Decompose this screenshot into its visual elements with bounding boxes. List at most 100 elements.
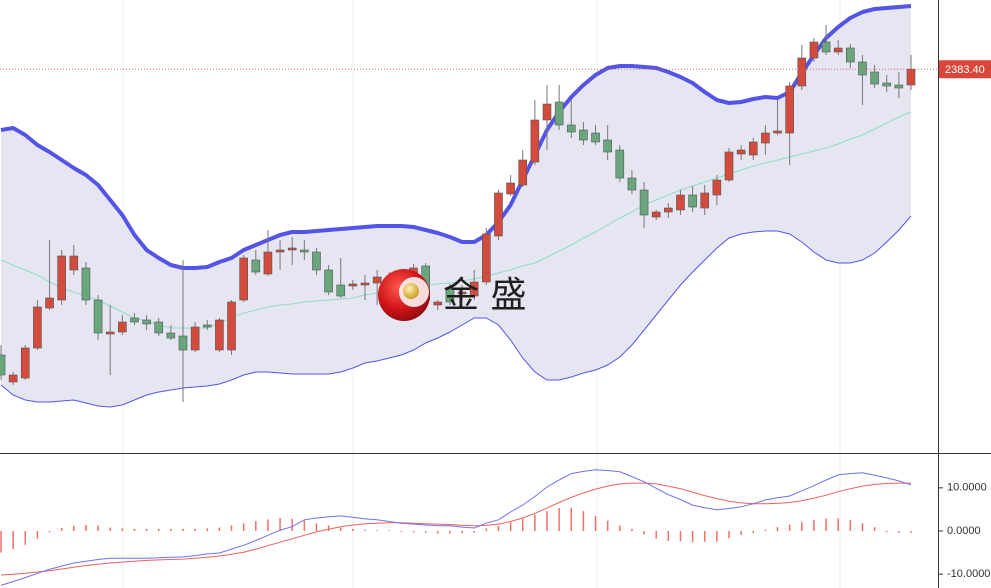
candle-body <box>433 301 443 306</box>
candle-body <box>324 269 333 293</box>
candle-body <box>773 130 782 134</box>
candle-body <box>724 151 734 181</box>
macd-line <box>0 469 912 586</box>
candle-body <box>554 101 564 126</box>
candle-body <box>130 317 139 323</box>
histogram-bar <box>740 531 742 535</box>
candle-body <box>615 149 625 179</box>
candle-body <box>348 283 358 287</box>
histogram-bar <box>60 527 63 531</box>
histogram-bar <box>291 518 293 531</box>
candle-body <box>263 251 273 275</box>
candle-body <box>906 68 916 86</box>
histogram-bar <box>449 531 451 534</box>
candle-body <box>627 177 637 191</box>
histogram-bar <box>752 531 755 534</box>
candle-body <box>336 284 346 297</box>
candle-body <box>858 61 867 76</box>
histogram-bar <box>485 528 488 531</box>
candle-body <box>797 57 807 87</box>
histogram-bar <box>716 531 718 542</box>
histogram-bar <box>315 523 318 531</box>
histogram-bar <box>509 522 512 531</box>
upper-band <box>0 4 912 270</box>
candle-body <box>469 281 479 297</box>
candle-body <box>748 141 758 156</box>
candle-body <box>566 124 576 133</box>
histogram-bar <box>788 524 791 531</box>
histogram-bar <box>121 528 124 531</box>
candle-body <box>105 331 115 335</box>
candle-body <box>445 287 455 303</box>
histogram-bar <box>643 531 645 535</box>
histogram-bar <box>182 528 184 531</box>
histogram-bar <box>170 528 172 531</box>
candle-body <box>275 249 285 253</box>
histogram-bar <box>388 530 391 531</box>
histogram-bar <box>837 518 839 531</box>
candle-body <box>542 103 552 121</box>
candle-body <box>712 179 722 196</box>
candle-body <box>846 47 855 63</box>
candle-body <box>506 182 515 195</box>
candle-body <box>0 354 6 376</box>
candle-body <box>33 306 42 349</box>
histogram-bar <box>267 519 269 531</box>
candle-body <box>227 301 236 351</box>
candle-body <box>190 326 200 351</box>
candle-body <box>494 192 503 237</box>
candle-body <box>736 149 746 155</box>
histogram-bar <box>24 531 27 545</box>
histogram-bar <box>631 528 633 531</box>
histogram-bar <box>849 519 852 531</box>
candle-body <box>833 47 843 53</box>
histogram-bar <box>412 531 415 533</box>
candle-body <box>603 139 612 153</box>
last-price-label: 2383.40 <box>945 64 985 76</box>
histogram-bar <box>461 531 463 534</box>
watermark: 金 盛 <box>378 269 526 321</box>
candle-body <box>821 41 831 53</box>
candle-body <box>809 41 819 59</box>
histogram-bar <box>424 531 427 533</box>
histogram-bar <box>546 511 548 531</box>
candle-body <box>300 249 309 253</box>
candle-body <box>664 207 673 213</box>
histogram-bar <box>594 515 597 531</box>
histogram-bar <box>339 527 342 531</box>
candle-body <box>69 255 79 271</box>
histogram-bar <box>255 521 257 531</box>
candle-body <box>639 189 649 216</box>
histogram-bar <box>364 529 366 531</box>
histogram-bar <box>703 531 706 542</box>
histogram-bar <box>521 518 524 531</box>
histogram-bar <box>109 527 111 531</box>
histogram-bar <box>303 520 306 531</box>
candle-body <box>360 282 370 286</box>
candle-body <box>761 132 770 144</box>
candle-body <box>178 335 188 351</box>
candle-body <box>202 324 212 328</box>
watermark-text: 金 盛 <box>443 275 526 316</box>
histogram-bar <box>801 521 803 531</box>
candle-body <box>93 299 103 334</box>
histogram-bar <box>400 531 403 532</box>
candle-body <box>8 374 18 383</box>
histogram-bar <box>764 529 767 531</box>
histogram-bar <box>898 531 900 533</box>
candle-body <box>142 319 151 325</box>
candle-body <box>651 211 661 218</box>
candle-body <box>118 321 127 333</box>
histogram-bar <box>279 518 281 531</box>
histogram-bar <box>691 531 694 543</box>
lower-band <box>0 215 912 408</box>
y-tick-label: 0.0000 <box>947 525 981 537</box>
histogram-bar <box>534 514 536 531</box>
histogram-bar <box>558 508 560 531</box>
candle-body <box>894 84 904 89</box>
histogram-bar <box>606 520 609 531</box>
histogram-bar <box>352 528 354 531</box>
histogram-bar <box>776 527 779 531</box>
